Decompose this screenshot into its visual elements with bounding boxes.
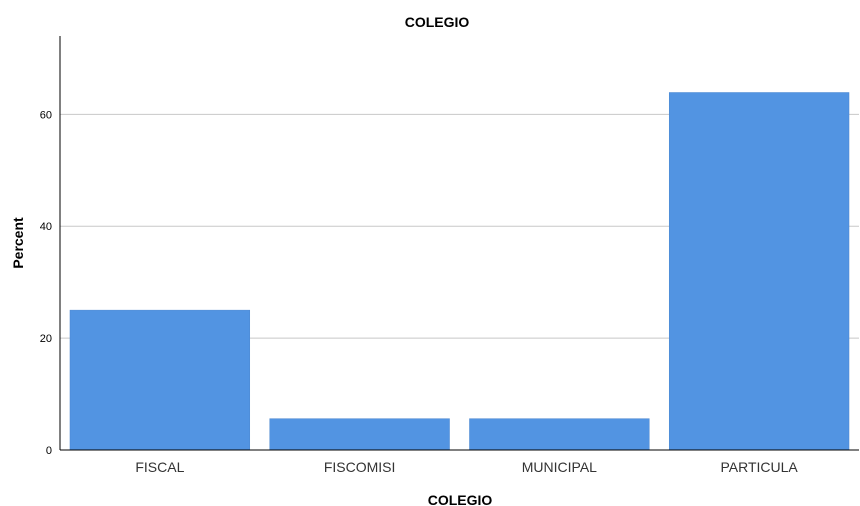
bar-particula (668, 92, 850, 451)
x-tick-label: FISCAL (135, 459, 184, 475)
x-axis-label: COLEGIO (428, 492, 493, 506)
y-tick-label: 20 (40, 333, 52, 345)
y-tick-label: 0 (46, 445, 52, 457)
x-tick-label: PARTICULA (720, 459, 798, 475)
bar-fiscal (69, 309, 251, 451)
bar-municipal (469, 418, 650, 451)
y-tick-label: 40 (40, 221, 52, 233)
chart-title: COLEGIO (405, 14, 470, 30)
y-tick-labels: 0 20 40 60 (40, 109, 52, 457)
bars (69, 92, 850, 451)
x-tick-label: MUNICIPAL (522, 459, 597, 475)
y-axis-label: Percent (10, 217, 26, 269)
x-tick-label: FISCOMISI (324, 459, 396, 475)
y-tick-label: 60 (40, 109, 52, 121)
bar-fiscomisi (269, 418, 450, 451)
x-tick-labels: FISCAL FISCOMISI MUNICIPAL PARTICULA (135, 459, 798, 475)
